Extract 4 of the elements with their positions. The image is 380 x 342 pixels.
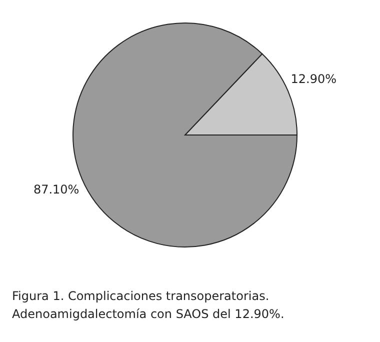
text: Adenoamigdalectomía con SAOS del 12.90%.: [12, 307, 284, 321]
data-label: 87.10%: [33, 182, 80, 196]
text: Figura 1. Complicaciones transoperatorias.: [12, 289, 270, 303]
data-label: 12.90%: [290, 72, 337, 86]
